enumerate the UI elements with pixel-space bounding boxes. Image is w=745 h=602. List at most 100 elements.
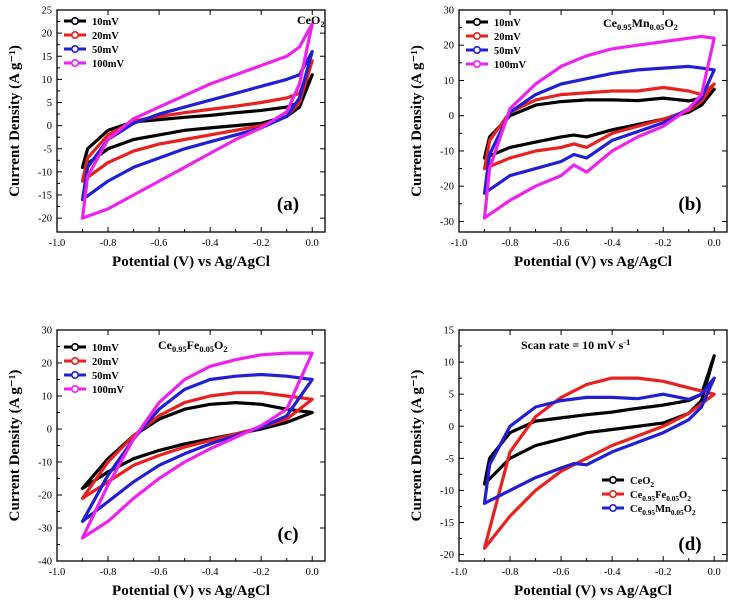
x-axis-label: Potential (V) vs Ag/AgCl bbox=[514, 254, 672, 270]
legend-marker bbox=[71, 58, 80, 67]
series-line-100mv bbox=[80, 351, 314, 540]
legend-label: 10mV bbox=[92, 343, 119, 354]
y-tick-label: -20 bbox=[38, 214, 52, 225]
x-tick-label: -0.6 bbox=[553, 567, 570, 578]
y-tick-label: 5 bbox=[449, 390, 454, 401]
y-tick-label: -5 bbox=[445, 454, 454, 465]
x-tick-label: -1.0 bbox=[451, 238, 468, 249]
legend-label: 100mV bbox=[92, 59, 124, 70]
panel-title: CeO2 bbox=[297, 13, 325, 29]
plot-frame bbox=[56, 9, 326, 233]
y-tick-label: -10 bbox=[38, 458, 52, 469]
legend-label: 50mV bbox=[494, 46, 521, 57]
x-tick-label: -1.0 bbox=[451, 567, 468, 578]
legend-label: 10mV bbox=[494, 18, 521, 29]
legend-label: 20mV bbox=[92, 357, 119, 368]
legend-label: 10mV bbox=[92, 17, 119, 28]
x-tick-label: -0.2 bbox=[253, 567, 270, 578]
x-axis-label: Potential (V) vs Ag/AgCl bbox=[112, 583, 270, 599]
series-line-ce0-95fe0-05o2 bbox=[482, 376, 716, 550]
x-tick-label: 0.0 bbox=[306, 238, 319, 249]
legend-label: Ce0.95Fe0.05O2 bbox=[630, 490, 691, 503]
legend-marker bbox=[608, 475, 617, 484]
series-line-ceo2 bbox=[482, 354, 716, 486]
y-tick-label: -15 bbox=[440, 518, 454, 529]
legend-marker bbox=[472, 45, 481, 54]
panel-label: (a) bbox=[277, 194, 299, 215]
x-tick-label: -0.4 bbox=[202, 238, 219, 249]
y-tick-label: -10 bbox=[38, 167, 52, 178]
x-tick-label: -0.8 bbox=[100, 238, 117, 249]
legend-marker bbox=[472, 59, 481, 68]
x-tick-label: -0.6 bbox=[553, 238, 570, 249]
y-tick-label: -10 bbox=[440, 486, 454, 497]
panel-title: Ce0.95Fe0.05O2 bbox=[158, 338, 228, 354]
y-tick-label: 0 bbox=[449, 422, 454, 433]
x-tick-label: -0.6 bbox=[151, 238, 168, 249]
y-tick-label: -40 bbox=[38, 557, 52, 568]
x-axis-label: Potential (V) vs Ag/AgCl bbox=[112, 254, 270, 270]
y-tick-label: 30 bbox=[42, 326, 53, 337]
legend-marker bbox=[608, 503, 617, 512]
y-axis-label: Current Density (A g⁻¹) bbox=[409, 370, 425, 522]
legend-marker bbox=[71, 370, 80, 379]
panel-title: Ce0.95Mn0.05O2 bbox=[603, 16, 678, 32]
series-line-50mv bbox=[482, 64, 716, 195]
y-tick-label: -30 bbox=[440, 217, 454, 228]
x-tick-label: -0.8 bbox=[502, 567, 519, 578]
legend-marker bbox=[71, 44, 80, 53]
series-line-10mv bbox=[80, 73, 314, 169]
y-tick-label: 15 bbox=[42, 52, 53, 63]
y-tick-label: -15 bbox=[38, 191, 52, 202]
legend-label: 100mV bbox=[92, 385, 124, 396]
series-line-10mv bbox=[80, 401, 314, 490]
x-tick-label: -0.4 bbox=[604, 238, 621, 249]
legend-marker bbox=[472, 31, 481, 40]
y-tick-label: 20 bbox=[444, 41, 455, 52]
legend-label: 100mV bbox=[494, 60, 526, 71]
y-tick-label: 10 bbox=[42, 75, 53, 86]
legend-label: 20mV bbox=[92, 31, 119, 42]
x-tick-label: 0.0 bbox=[708, 567, 721, 578]
y-tick-label: 0 bbox=[47, 121, 52, 132]
plot-frame bbox=[458, 329, 728, 562]
x-tick-label: -1.0 bbox=[49, 567, 66, 578]
y-axis-label: Current Density (A g⁻¹) bbox=[409, 45, 425, 197]
legend-marker bbox=[71, 30, 80, 39]
legend-marker bbox=[71, 384, 80, 393]
x-tick-label: -0.2 bbox=[655, 567, 672, 578]
panel-a: -1.0 -0.8 -0.6 -0.4 -0.2 0.0 -20 -15 -10 -5 0 5 10 15… bbox=[7, 6, 326, 270]
y-tick-label: -20 bbox=[440, 550, 454, 561]
x-tick-label: -0.2 bbox=[253, 238, 270, 249]
x-tick-label: -0.8 bbox=[100, 567, 117, 578]
x-tick-label: -0.4 bbox=[604, 567, 621, 578]
legend-marker bbox=[71, 356, 80, 365]
x-tick-label: 0.0 bbox=[306, 567, 319, 578]
y-tick-label: -10 bbox=[440, 146, 454, 157]
legend-label: 50mV bbox=[92, 45, 119, 56]
x-tick-label: -0.6 bbox=[151, 567, 168, 578]
plot-frame bbox=[458, 9, 728, 233]
y-tick-label: -5 bbox=[43, 144, 52, 155]
legend-label: 20mV bbox=[494, 32, 521, 43]
x-tick-label: -0.4 bbox=[202, 567, 219, 578]
series-line-50mv bbox=[80, 372, 314, 524]
panel-d: -1.0 -0.8 -0.6 -0.4 -0.2 0.0 -20 -15 -10 -5 0 5 10 15… bbox=[409, 326, 728, 599]
y-tick-label: 0 bbox=[47, 425, 52, 436]
series-line-50mv bbox=[80, 49, 314, 202]
x-tick-label: 0.0 bbox=[708, 238, 721, 249]
panel-b: -1.0 -0.8 -0.6 -0.4 -0.2 0.0 -30 -20 -10 0 10 20 30 P… bbox=[409, 6, 728, 270]
y-axis-label: Current Density (A g⁻¹) bbox=[7, 370, 23, 522]
x-tick-label: -0.8 bbox=[502, 238, 519, 249]
panel-label: (d) bbox=[678, 534, 701, 555]
legend-marker bbox=[71, 342, 80, 351]
y-tick-label: -30 bbox=[38, 524, 52, 535]
y-tick-label: -20 bbox=[38, 491, 52, 502]
y-tick-label: 10 bbox=[444, 358, 455, 369]
legend-marker bbox=[71, 16, 80, 25]
series-line-20mv bbox=[80, 391, 314, 500]
series-line-20mv bbox=[482, 82, 716, 171]
series-line-ce0-95mn0-05o2 bbox=[482, 376, 716, 505]
legend-label: CeO2 bbox=[630, 476, 654, 489]
